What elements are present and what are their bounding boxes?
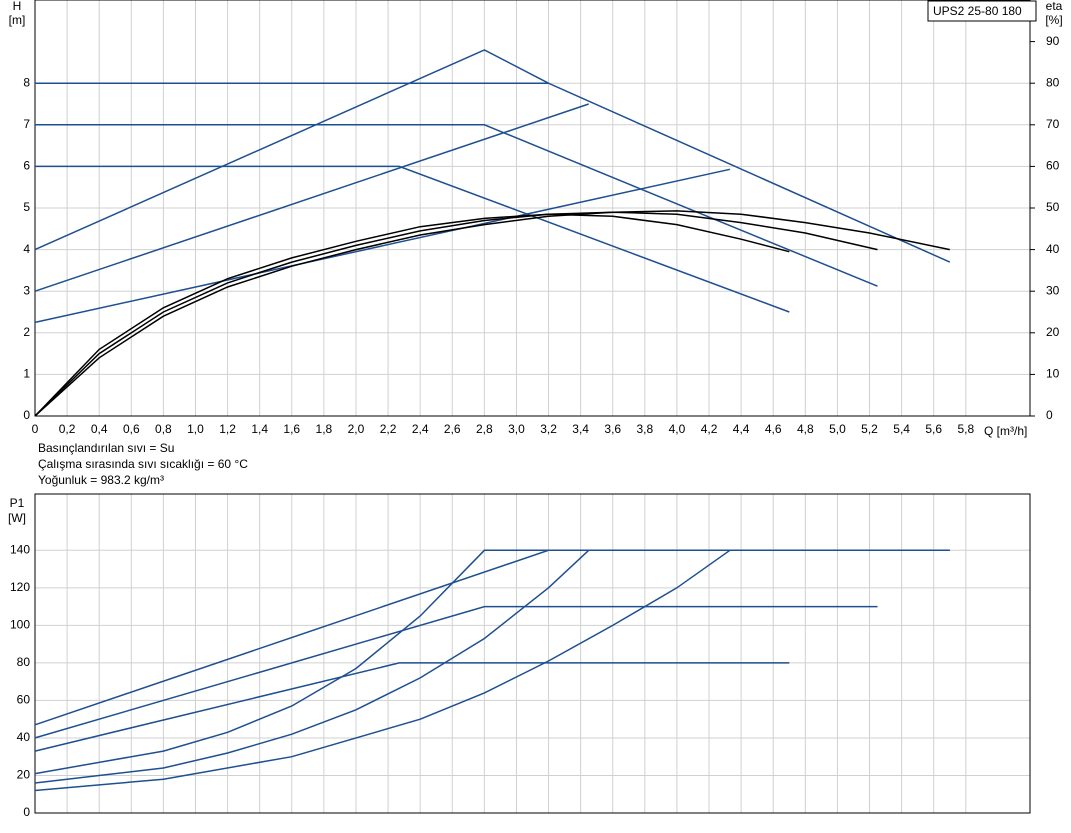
x-tick-label: 0,2 [59, 422, 76, 436]
curve [34, 213, 790, 417]
x-tick-label: 3,4 [572, 422, 589, 436]
y-tick-label: 4 [23, 242, 30, 256]
legend-box [927, 0, 1037, 22]
curve [35, 165, 790, 313]
curve [34, 168, 731, 324]
curve [34, 662, 790, 752]
y2-tick-label: 60 [1046, 159, 1060, 173]
y2-tick-label: 10 [1046, 367, 1060, 381]
y-tick-label: 5 [23, 200, 30, 214]
x-tick-label: 5,2 [861, 422, 878, 436]
x-tick-label: 3,6 [604, 422, 621, 436]
curve [34, 211, 878, 417]
y-tick-label: 80 [17, 655, 31, 669]
y-tick-label: 2 [23, 325, 30, 339]
y-tick-label: 120 [10, 580, 30, 594]
x-tick-label: 2,8 [476, 422, 493, 436]
x-tick-label: 1,2 [219, 422, 236, 436]
y-axis-title: H [13, 0, 22, 13]
curve [34, 549, 950, 775]
legend-label: UPS2 25-80 180 [933, 4, 1022, 18]
curve [34, 103, 589, 292]
x-tick-label: 3,0 [508, 422, 525, 436]
y-axis-title: P1 [10, 496, 25, 510]
curve [35, 124, 878, 287]
x-tick-label: 4,4 [733, 422, 750, 436]
curve [34, 549, 950, 726]
note: Çalışma sırasında sıvı sıcaklığı = 60 °C [38, 457, 248, 471]
x-tick-label: 4,8 [797, 422, 814, 436]
y-axis-unit: [W] [8, 511, 26, 525]
x-tick-label: 1,6 [283, 422, 300, 436]
y-tick-label: 1 [23, 367, 30, 381]
y2-tick-label: 50 [1046, 200, 1060, 214]
x-axis-title: Q [m³/h] [984, 424, 1027, 438]
y-tick-label: 0 [23, 408, 30, 422]
x-tick-label: 2,2 [380, 422, 397, 436]
curve [34, 605, 878, 739]
y-tick-label: 60 [17, 693, 31, 707]
x-tick-label: 3,2 [540, 422, 557, 436]
y-tick-label: 100 [10, 618, 30, 632]
x-tick-label: 5,4 [893, 422, 910, 436]
x-tick-label: 0,6 [123, 422, 140, 436]
y-tick-label: 6 [23, 159, 30, 173]
curve [34, 49, 549, 251]
y-tick-label: 3 [23, 283, 30, 297]
x-tick-label: 4,6 [765, 422, 782, 436]
x-tick-label: 5,0 [829, 422, 846, 436]
x-tick-label: 0,4 [91, 422, 108, 436]
y-tick-label: 8 [23, 75, 30, 89]
y-axis-unit: [m] [9, 13, 26, 27]
x-tick-label: 2,4 [412, 422, 429, 436]
x-tick-label: 5,6 [925, 422, 942, 436]
curve [34, 210, 950, 417]
plot-frame [34, 0, 1031, 417]
x-tick-label: 3,8 [636, 422, 653, 436]
x-tick-label: 2,0 [348, 422, 365, 436]
curve [34, 549, 590, 784]
y2-tick-label: 80 [1046, 75, 1060, 89]
y2-tick-label: 20 [1046, 325, 1060, 339]
x-tick-label: 1,4 [251, 422, 268, 436]
curve [34, 549, 731, 792]
x-tick-label: 0,8 [155, 422, 172, 436]
y-tick-label: 20 [17, 768, 31, 782]
y-tick-label: 7 [23, 117, 30, 131]
y2-tick-label: 90 [1046, 34, 1060, 48]
y2-tick-label: 70 [1046, 117, 1060, 131]
y2-axis-unit: [%] [1045, 13, 1062, 27]
x-tick-label: 2,6 [444, 422, 461, 436]
x-tick-label: 4,0 [669, 422, 686, 436]
y-tick-label: 40 [17, 730, 31, 744]
x-tick-label: 4,2 [701, 422, 718, 436]
x-tick-label: 1,8 [316, 422, 333, 436]
y2-tick-label: 40 [1046, 242, 1060, 256]
x-tick-label: 5,8 [957, 422, 974, 436]
y-tick-label: 140 [10, 542, 30, 556]
x-tick-label: 0 [32, 422, 39, 436]
y2-tick-label: 30 [1046, 283, 1060, 297]
y-tick-label: 0 [23, 805, 30, 819]
x-tick-label: 1,0 [187, 422, 204, 436]
note: Yoğunluk = 983.2 kg/m³ [38, 473, 164, 487]
plot-frame [34, 493, 1031, 814]
y2-tick-label: 0 [1046, 408, 1053, 422]
note: Basınçlandırılan sıvı = Su [38, 441, 174, 455]
y2-axis-title: eta [1046, 0, 1063, 13]
